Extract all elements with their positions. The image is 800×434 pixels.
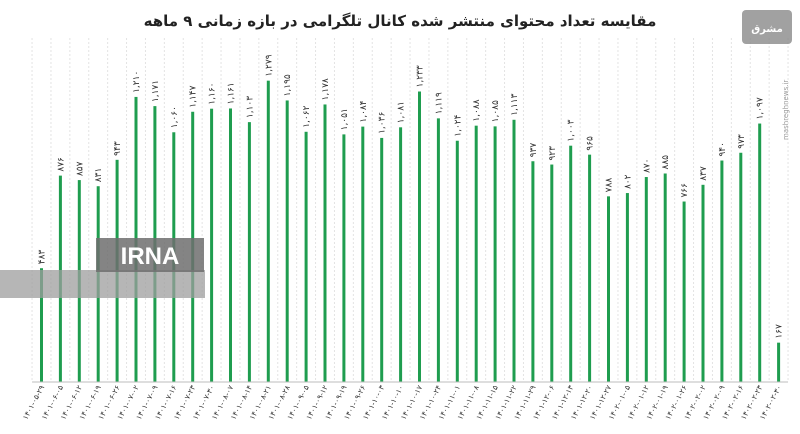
bar <box>455 140 459 382</box>
bar <box>474 125 478 382</box>
bar-value-label: ۱,۰۰۳ <box>567 119 577 141</box>
bar <box>342 134 346 382</box>
bar-value-label: ۱,۲۷۹ <box>264 54 274 76</box>
bar <box>777 342 781 382</box>
bar-value-label: ۹۲۳ <box>548 146 558 161</box>
bar <box>399 127 403 382</box>
bar <box>210 108 214 382</box>
bar <box>285 100 289 382</box>
bar <box>493 126 497 383</box>
bar <box>701 184 705 382</box>
bar <box>304 131 308 382</box>
watermark-band <box>0 270 205 298</box>
gridlines <box>31 38 789 382</box>
watermark: IRNA <box>0 238 205 298</box>
bar <box>266 80 270 382</box>
bar-value-label: ۱,۲۱۰ <box>132 71 142 93</box>
bar-value-label: ۹۶۵ <box>586 136 596 151</box>
bar-value-label: ۱,۰۶۰ <box>170 106 180 128</box>
bar-value-label: ۸۰۲ <box>623 174 633 189</box>
bar-value-label: ۷۶۶ <box>680 183 690 198</box>
bar-value-label: ۱,۱۷۸ <box>321 78 331 100</box>
bar <box>418 91 421 383</box>
bar-value-label: ۷۸۸ <box>605 178 615 193</box>
bar-value-label: ۱,۱۴۷ <box>189 85 199 107</box>
bar <box>720 160 724 382</box>
bar-value-label: ۱,۰۲۴ <box>453 114 463 136</box>
bar <box>247 122 251 382</box>
bar-value-label: ۱,۱۹۵ <box>283 74 293 96</box>
bar-value-label: ۱,۰۸۱ <box>397 101 407 123</box>
watermark-text: IRNA <box>121 243 180 270</box>
bar-value-label: ۱,۱۰۳ <box>245 96 255 118</box>
bar-value-label: ۱,۰۹۷ <box>756 97 766 119</box>
bar-value-label: ۱,۰۳۶ <box>378 112 388 134</box>
bar-value-label: ۱,۱۶۰ <box>208 83 218 105</box>
bar-value-label: ۸۷۰ <box>642 159 652 174</box>
bar-value-label: ۱,۰۸۸ <box>472 99 482 121</box>
bar-value-label: ۹۴۳ <box>113 141 123 156</box>
bar-value-label: ۸۸۵ <box>661 155 671 170</box>
logo-box <box>742 10 792 44</box>
bar <box>512 119 516 383</box>
bar-value-label: ۱,۱۱۹ <box>434 92 444 114</box>
bar <box>569 145 573 382</box>
logo-text: مشرق <box>751 24 783 35</box>
bar <box>323 104 327 383</box>
bar <box>739 152 743 382</box>
bar-value-label: ۱,۰۸۴ <box>359 100 369 122</box>
bar-value-label: ۱,۱۶۱ <box>227 82 237 104</box>
bar <box>682 201 686 382</box>
bar-value-label: ۹۴۰ <box>718 142 728 157</box>
bar <box>644 177 648 382</box>
bar <box>607 196 610 382</box>
bar-value-label: ۹۳۷ <box>529 143 539 158</box>
bar <box>229 108 232 383</box>
bar <box>588 154 592 382</box>
bar-value-label: ۱,۱۷۱ <box>151 80 161 102</box>
chart-title: مقایسه تعداد محتوای منتشر شده کانال تلگر… <box>144 12 657 30</box>
bar-value-label: ۸۵۷ <box>75 161 85 176</box>
bar <box>550 164 554 382</box>
bar-value-label: ۱۶۷ <box>775 324 785 339</box>
bar-value-label: ۸۳۷ <box>699 166 709 181</box>
site-logo: مشرق <box>742 10 792 44</box>
bar-value-label: ۴۸۳ <box>38 250 48 265</box>
bar <box>663 173 667 382</box>
bar <box>436 118 440 383</box>
bar-value-label: ۱,۰۵۱ <box>340 108 350 130</box>
bar <box>625 193 629 382</box>
bar <box>531 161 535 382</box>
bar-value-label: ۱,۲۳۳ <box>416 65 426 87</box>
bar <box>40 268 43 382</box>
bar <box>380 137 384 382</box>
bar-value-label: ۱,۱۱۳ <box>510 93 520 115</box>
bar <box>361 126 365 383</box>
value-labels: ۴۸۳ ۸۷۶ ۸۵۷ ۸۳۱ ۹۴۳ ۱,۲۱۰ ۱,۱۷۱ ۱,۰۶۰ ۱,۱۴۷ ۱,۱۶۰… <box>38 54 785 338</box>
bar-value-label: ۱,۰۶۲ <box>302 105 312 127</box>
watermark-box <box>96 238 204 272</box>
x-tick-labels: ۱۴۰۱-۰۵-۲۹۱۴۰۱-۰۶-۰۵۱۴۰۱-۰۶-۱۲۱۴۰۱-۰۶-۱۹… <box>21 384 784 421</box>
bar-value-label: ۱,۰۸۵ <box>491 100 501 122</box>
site-url: mashreghnews.ir <box>782 80 790 140</box>
bar <box>758 123 762 382</box>
bar-value-label: ۹۷۳ <box>737 134 747 149</box>
bar-value-label: ۸۳۱ <box>94 168 104 183</box>
bar-value-label: ۸۷۶ <box>56 157 66 172</box>
